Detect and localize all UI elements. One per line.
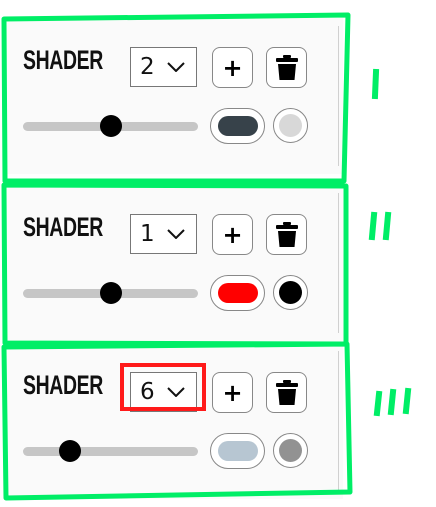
chevron-down-icon bbox=[167, 387, 185, 397]
panel-divider bbox=[338, 193, 339, 333]
shader-panel-2: SHADER 1 + bbox=[7, 185, 343, 341]
trash-icon bbox=[275, 54, 298, 80]
marker-tick-3c bbox=[402, 387, 412, 415]
panel-divider bbox=[338, 26, 339, 166]
color-swatch bbox=[217, 116, 258, 136]
shader-title: SHADER bbox=[23, 212, 103, 242]
panel-divider bbox=[338, 351, 339, 491]
marker-tick-3b bbox=[387, 388, 397, 416]
marker-tick-2a bbox=[368, 211, 378, 241]
chevron-down-icon bbox=[167, 62, 185, 72]
slider-thumb[interactable] bbox=[99, 115, 122, 137]
shader-panel-3: SHADER 6 + bbox=[7, 343, 343, 499]
color-pill-button[interactable] bbox=[210, 275, 265, 311]
marker-tick-1 bbox=[371, 68, 380, 100]
shader-title: SHADER bbox=[23, 370, 103, 400]
trash-icon bbox=[275, 221, 298, 247]
shader-select-value: 6 bbox=[140, 379, 155, 405]
marker-ticks bbox=[368, 68, 412, 417]
color-dot bbox=[279, 281, 302, 304]
color-dot-button[interactable] bbox=[273, 108, 308, 143]
delete-button[interactable] bbox=[266, 214, 307, 255]
add-button[interactable]: + bbox=[212, 372, 253, 413]
shader-slider[interactable] bbox=[23, 447, 198, 456]
color-swatch bbox=[217, 283, 258, 303]
shader-title: SHADER bbox=[23, 45, 103, 75]
add-button[interactable]: + bbox=[212, 214, 253, 255]
color-dot-button[interactable] bbox=[273, 433, 308, 468]
color-swatch bbox=[217, 441, 258, 461]
slider-thumb[interactable] bbox=[59, 440, 82, 462]
marker-tick-3a bbox=[373, 390, 383, 417]
shader-select[interactable]: 6 bbox=[130, 372, 197, 412]
color-dot bbox=[279, 439, 302, 462]
color-dot-button[interactable] bbox=[273, 275, 308, 310]
delete-button[interactable] bbox=[266, 47, 307, 88]
color-pill-button[interactable] bbox=[210, 108, 265, 144]
shader-select-value: 2 bbox=[140, 54, 155, 80]
color-dot bbox=[279, 114, 302, 137]
add-button[interactable]: + bbox=[212, 47, 253, 88]
delete-button[interactable] bbox=[266, 372, 307, 413]
chevron-down-icon bbox=[167, 229, 185, 239]
color-pill-button[interactable] bbox=[210, 433, 265, 469]
green-frames bbox=[1, 12, 353, 501]
slider-thumb[interactable] bbox=[99, 282, 122, 304]
shader-select[interactable]: 2 bbox=[130, 47, 197, 87]
shader-panel-1: SHADER 2 + bbox=[7, 18, 343, 174]
trash-icon bbox=[275, 379, 298, 405]
shader-select[interactable]: 1 bbox=[130, 214, 197, 254]
shader-select-value: 1 bbox=[140, 221, 155, 247]
marker-tick-2b bbox=[382, 211, 392, 241]
